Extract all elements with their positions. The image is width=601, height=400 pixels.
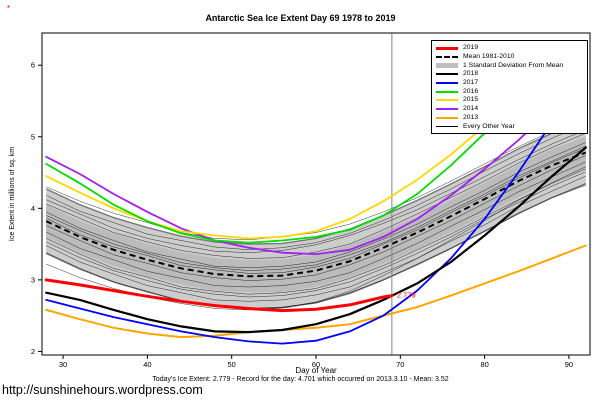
legend-item-2016: 2016 [436,87,583,96]
x-tick-label: 90 [565,360,573,369]
other-year-line-1 [46,123,586,251]
other-year-line-3 [46,142,586,268]
legend-item-label: Every Other Year [463,122,515,130]
footer-summary-text: Today's Ice Extent: 2.779 - Record for t… [152,376,449,383]
legend-item-2013: 2013 [436,114,583,123]
legend-item-label: 2016 [463,87,479,95]
legend-line-swatch [436,63,458,69]
legend-item-2014: 2014 [436,105,583,114]
legend-line-swatch [436,56,458,59]
other-year-line-12 [46,145,586,271]
series-line-2017 [45,71,587,345]
legend-line-swatch [436,46,458,50]
legend-item-2018: 2018 [436,70,583,79]
y-axis-label: Ice Extent in millions of sq. km [9,147,16,241]
x-axis-label: Day of Year [295,366,337,375]
std-dev-band-inner [46,136,586,293]
y-tick-label: 5 [31,132,35,141]
std-dev-upper-edge [45,119,587,245]
current-extent-annotation: 2.779 [397,291,416,300]
legend-line-swatch [436,126,458,128]
chart-title: Antarctic Sea Ice Extent Day 69 1978 to … [205,13,396,23]
series-line-2014 [45,75,587,256]
x-tick-label: 50 [228,360,236,369]
legend-item-label: 2018 [463,70,479,78]
legend-item-label: Mean 1981-2010 [463,53,515,61]
legend-item-mean-1981-2010: Mean 1981-2010 [436,53,583,62]
x-tick-label: 80 [480,360,488,369]
x-tick-label: 30 [59,360,67,369]
legend-line-swatch [436,82,458,85]
x-tick-label: 60 [312,360,320,369]
legend-item-every-other-year: Every Other Year [436,122,583,131]
x-tick-label: 70 [396,360,404,369]
other-year-line-8 [46,175,586,302]
legend-item-1-standard-deviation-from-mean: 1 Standard Deviation From Mean [436,61,583,70]
legend-item-label: 2017 [463,79,479,87]
y-tick-label: 6 [31,61,35,70]
mean-line [45,151,587,278]
y-tick-label: 4 [31,204,35,213]
legend-item-label: 2015 [463,96,479,104]
legend-item-2017: 2017 [436,79,583,88]
other-year-line-11 [46,129,586,253]
x-tick-label: 40 [143,360,151,369]
legend-line-swatch [436,108,458,111]
legend-item-2015: 2015 [436,96,583,105]
series-line-2019 [44,278,394,313]
legend-line-swatch [436,90,458,93]
other-year-line-4 [46,147,586,274]
other-year-line-7 [46,168,586,295]
y-tick-label: 3 [31,275,35,284]
legend-line-swatch [436,99,458,102]
other-year-line-5 [46,155,586,281]
series-line-2018 [45,146,587,334]
other-year-line-2 [46,132,586,259]
legend-line-swatch [436,116,458,119]
legend-item-label: 2019 [463,44,479,52]
legend-line-swatch [436,73,458,76]
series-line-2013 [45,244,587,339]
other-year-line-13 [46,171,586,298]
red-corner-marker-icon: * [7,4,11,13]
site-url-text: http://sunshinehours.wordpress.com [2,383,203,397]
chart-legend: 2019 Mean 1981-2010 1 Standard Deviation F… [431,40,588,134]
other-year-line-0 [46,116,586,241]
legend-item-label: 1 Standard Deviation From Mean [463,61,564,69]
legend-item-2019: 2019 [436,44,583,53]
legend-item-label: 2013 [463,113,479,121]
y-tick-label: 2 [31,347,35,356]
legend-item-label: 2014 [463,105,479,113]
